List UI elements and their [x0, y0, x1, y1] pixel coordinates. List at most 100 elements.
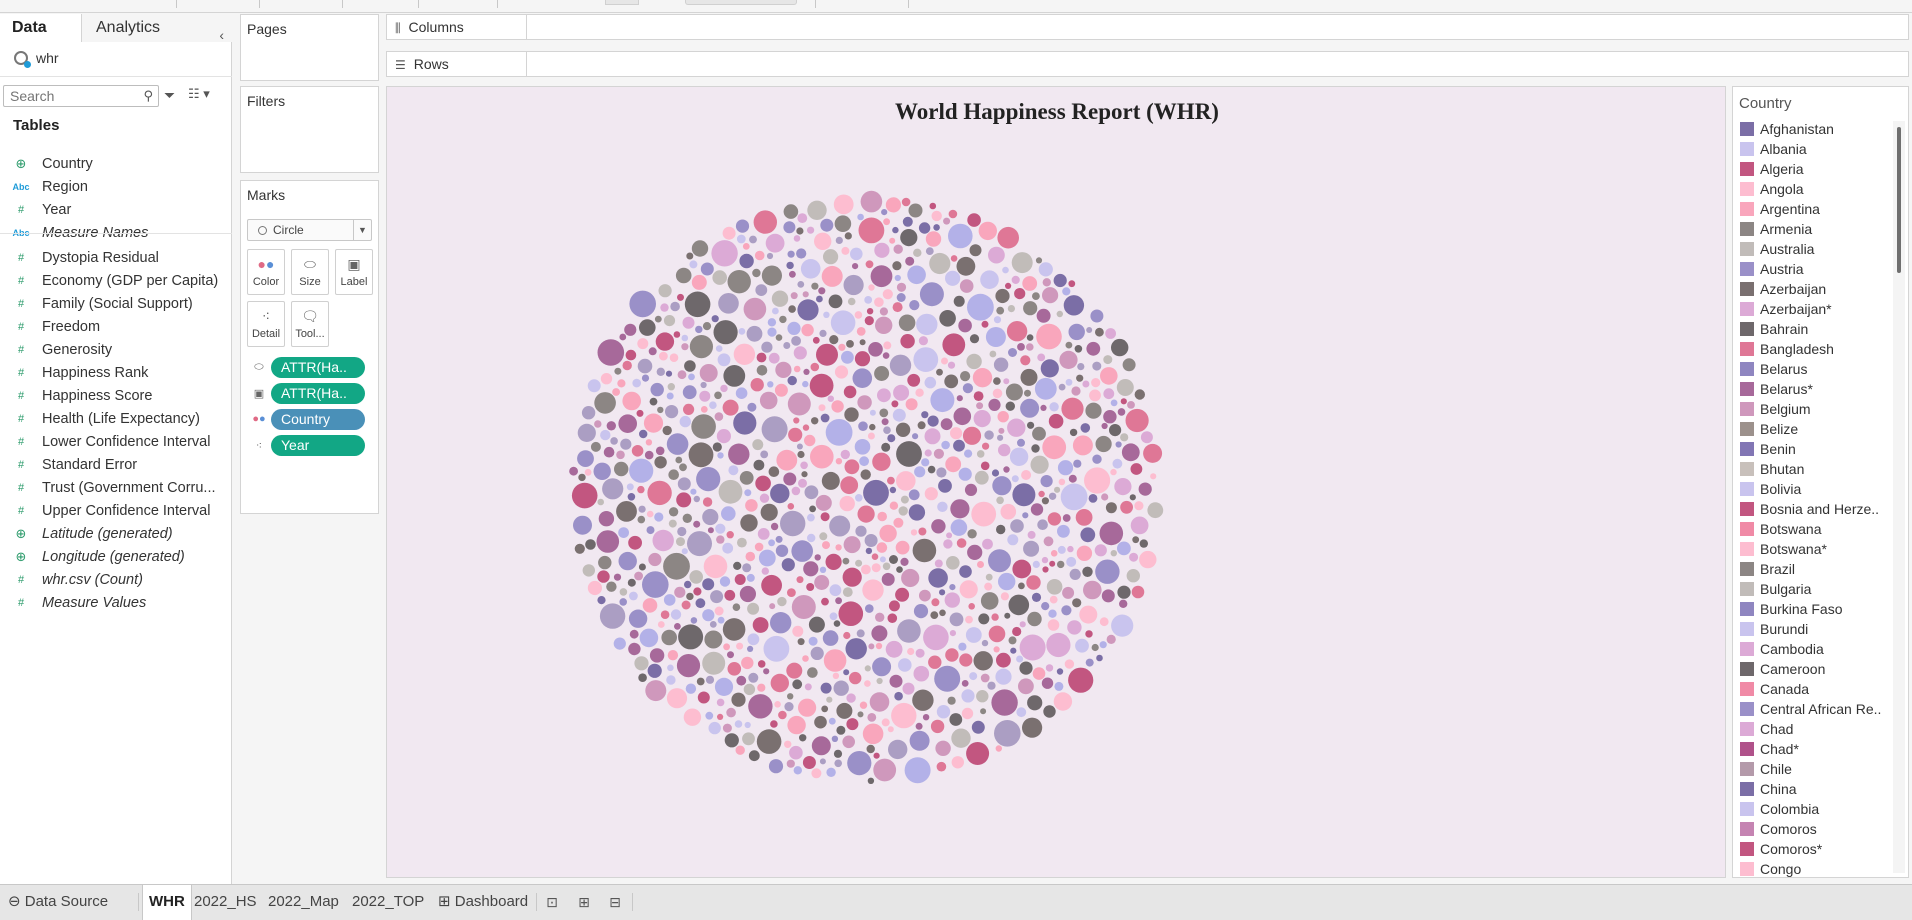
country-year-bubble[interactable]: [823, 249, 839, 265]
country-year-bubble[interactable]: [768, 352, 780, 364]
country-year-bubble[interactable]: [577, 450, 594, 467]
country-year-bubble[interactable]: [627, 578, 636, 587]
country-year-bubble[interactable]: [907, 265, 926, 285]
country-year-bubble[interactable]: [606, 421, 616, 431]
country-year-bubble[interactable]: [988, 625, 1006, 643]
country-year-bubble[interactable]: [622, 391, 641, 411]
country-year-bubble[interactable]: [940, 418, 953, 431]
country-year-bubble[interactable]: [918, 222, 931, 234]
size-pill[interactable]: ATTR(Ha..: [271, 356, 365, 378]
country-year-bubble[interactable]: [895, 587, 910, 602]
legend-item[interactable]: Bahrain: [1737, 319, 1889, 339]
country-year-bubble[interactable]: [738, 328, 746, 335]
country-year-bubble[interactable]: [638, 673, 647, 682]
country-year-bubble[interactable]: [998, 572, 1016, 591]
country-year-bubble[interactable]: [1026, 575, 1041, 590]
country-year-bubble[interactable]: [1112, 458, 1123, 469]
country-year-bubble[interactable]: [792, 625, 804, 637]
country-year-bubble[interactable]: [1026, 334, 1034, 341]
country-year-bubble[interactable]: [907, 373, 921, 387]
legend-item[interactable]: Chad*: [1737, 739, 1889, 759]
country-year-bubble[interactable]: [760, 450, 769, 459]
country-year-bubble[interactable]: [783, 221, 796, 234]
country-year-bubble[interactable]: [857, 395, 872, 410]
country-year-bubble[interactable]: [859, 339, 866, 346]
country-year-bubble[interactable]: [1075, 638, 1089, 653]
country-year-bubble[interactable]: [770, 720, 778, 728]
country-year-bubble[interactable]: [663, 594, 676, 606]
toolbar-button[interactable]: [605, 0, 639, 5]
country-year-bubble[interactable]: [748, 672, 759, 683]
legend-item[interactable]: Australia: [1737, 239, 1889, 259]
legend-item[interactable]: Armenia: [1737, 219, 1889, 239]
country-year-bubble[interactable]: [953, 295, 965, 307]
legend-item[interactable]: Bosnia and Herze..: [1737, 499, 1889, 519]
country-year-bubble[interactable]: [982, 442, 990, 450]
country-year-bubble[interactable]: [634, 571, 643, 581]
country-year-bubble[interactable]: [702, 497, 713, 507]
country-year-bubble[interactable]: [1034, 377, 1057, 400]
country-year-bubble[interactable]: [676, 654, 701, 678]
country-year-bubble[interactable]: [681, 600, 691, 610]
country-year-bubble[interactable]: [943, 539, 953, 549]
country-year-bubble[interactable]: [705, 675, 715, 684]
country-year-bubble[interactable]: [577, 423, 596, 442]
country-year-bubble[interactable]: [582, 564, 595, 577]
country-year-bubble[interactable]: [800, 259, 821, 279]
country-year-bubble[interactable]: [574, 543, 585, 554]
country-year-bubble[interactable]: [883, 218, 890, 226]
country-year-bubble[interactable]: [597, 570, 610, 583]
country-year-bubble[interactable]: [670, 609, 682, 620]
legend-item[interactable]: Chile: [1737, 759, 1889, 779]
country-year-bubble[interactable]: [810, 362, 820, 372]
country-year-bubble[interactable]: [1017, 438, 1025, 447]
country-year-bubble[interactable]: [997, 411, 1009, 423]
country-year-bubble[interactable]: [769, 603, 776, 610]
country-year-bubble[interactable]: [879, 556, 886, 563]
country-year-bubble[interactable]: [1053, 692, 1073, 711]
country-year-bubble[interactable]: [597, 498, 604, 506]
country-year-bubble[interactable]: [935, 740, 951, 756]
country-year-bubble[interactable]: [1058, 383, 1066, 391]
country-year-bubble[interactable]: [803, 368, 810, 375]
country-year-bubble[interactable]: [930, 611, 939, 619]
legend-item[interactable]: Bangladesh: [1737, 339, 1889, 359]
country-year-bubble[interactable]: [1069, 428, 1078, 437]
country-year-bubble[interactable]: [1007, 418, 1026, 437]
country-year-bubble[interactable]: [980, 270, 999, 289]
country-year-bubble[interactable]: [835, 597, 842, 605]
country-year-bubble[interactable]: [993, 316, 1002, 324]
country-year-bubble[interactable]: [820, 682, 832, 694]
country-year-bubble[interactable]: [1020, 398, 1040, 418]
country-year-bubble[interactable]: [945, 270, 961, 286]
country-year-bubble[interactable]: [889, 674, 903, 688]
country-year-bubble[interactable]: [642, 571, 669, 598]
country-year-bubble[interactable]: [948, 223, 973, 249]
country-year-bubble[interactable]: [1000, 503, 1017, 520]
country-year-bubble[interactable]: [904, 757, 931, 784]
country-year-bubble[interactable]: [821, 265, 843, 287]
country-year-bubble[interactable]: [941, 440, 950, 450]
country-year-bubble[interactable]: [1074, 345, 1083, 353]
country-year-bubble[interactable]: [924, 487, 938, 501]
country-year-bubble[interactable]: [1049, 595, 1058, 604]
country-year-bubble[interactable]: [676, 537, 685, 547]
country-year-bubble[interactable]: [854, 439, 871, 455]
country-year-bubble[interactable]: [788, 305, 796, 313]
country-year-bubble[interactable]: [802, 380, 809, 388]
country-year-bubble[interactable]: [675, 456, 683, 464]
country-year-bubble[interactable]: [752, 268, 761, 278]
country-year-bubble[interactable]: [714, 606, 724, 616]
legend-scrollbar[interactable]: [1893, 121, 1905, 873]
country-year-bubble[interactable]: [928, 655, 942, 669]
country-year-bubble[interactable]: [614, 367, 622, 375]
country-year-bubble[interactable]: [666, 433, 689, 455]
country-year-bubble[interactable]: [857, 505, 875, 523]
country-year-bubble[interactable]: [726, 707, 736, 718]
country-year-bubble[interactable]: [793, 346, 807, 360]
country-year-bubble[interactable]: [877, 511, 887, 522]
field-item[interactable]: # Dystopia Residual: [0, 247, 232, 269]
country-year-bubble[interactable]: [777, 596, 787, 607]
field-item[interactable]: # Happiness Score: [0, 385, 232, 407]
country-year-bubble[interactable]: [1027, 611, 1042, 627]
